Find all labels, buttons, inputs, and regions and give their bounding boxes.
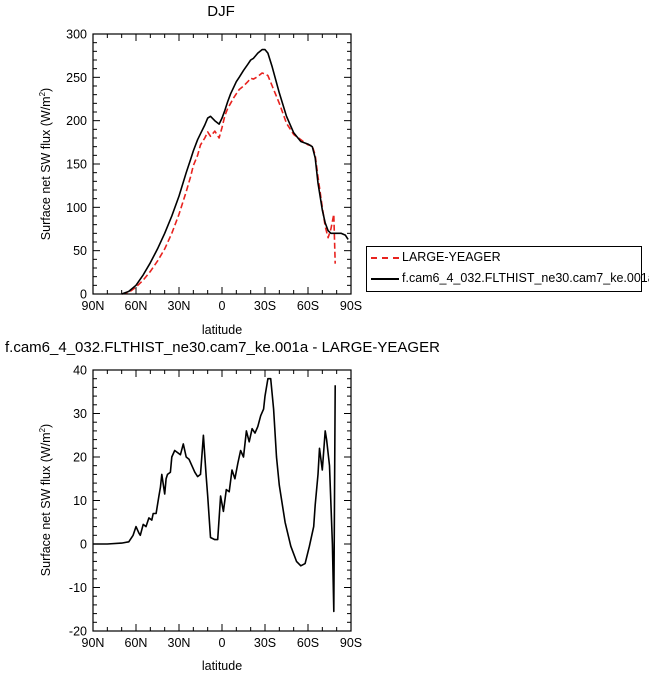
y-tick-label: 10 [73, 494, 87, 508]
x-tick-label: 60S [297, 636, 319, 650]
legend-label: f.cam6_4_032.FLTHIST_ne30.cam7_ke.001a [402, 271, 649, 285]
y-tick-label: 250 [66, 71, 87, 85]
plot-frame [92, 33, 352, 295]
legend-swatch-dashed-red [371, 257, 399, 259]
y-tick-label: 100 [66, 201, 87, 215]
y-tick-label: 0 [80, 288, 87, 302]
x-tick-label: 90S [340, 299, 362, 313]
x-tick-label: 30S [254, 299, 276, 313]
series-line-0 [93, 377, 336, 613]
legend-swatch-solid-black [371, 278, 399, 280]
y-axis-ticks: 0 50 100 150 200 250 300 [66, 28, 351, 302]
legend-label: LARGE-YEAGER [402, 250, 501, 264]
x-axis-label: latitude [202, 659, 242, 673]
y-tick-label: 300 [66, 28, 87, 42]
chart-panel-top: DJF 90N 60N 30N 0 30S 60S 90S 0 50 100 150 200 250 3… [38, 3, 362, 337]
y-tick-label: -10 [69, 581, 87, 595]
series-line-1 [121, 48, 349, 295]
x-tick-label: 90S [340, 636, 362, 650]
y-axis-label: Surface net SW flux (W/m2) [38, 424, 53, 576]
x-tick-label: 0 [219, 636, 226, 650]
x-tick-label: 60N [125, 299, 148, 313]
x-axis-ticks: 90N 60N 30N 0 30S 60S 90S [82, 370, 362, 650]
y-tick-label: 200 [66, 114, 87, 128]
y-axis-label: Surface net SW flux (W/m2) [38, 88, 53, 240]
x-tick-label: 60S [297, 299, 319, 313]
chart-title: f.cam6_4_032.FLTHIST_ne30.cam7_ke.001a -… [5, 339, 440, 356]
series-line-0 [121, 72, 336, 295]
x-tick-label: 90N [82, 299, 105, 313]
y-axis-ticks: -20 -10 0 10 20 30 40 [69, 364, 351, 639]
y-tick-label: 30 [73, 407, 87, 421]
legend: LARGE-YEAGER f.cam6_4_032.FLTHIST_ne30.c… [366, 246, 649, 292]
plot-lines [93, 377, 336, 613]
x-tick-label: 30S [254, 636, 276, 650]
y-tick-label: -20 [69, 625, 87, 639]
x-tick-label: 30N [168, 299, 191, 313]
x-tick-label: 0 [219, 299, 226, 313]
legend-item-cam6: f.cam6_4_032.FLTHIST_ne30.cam7_ke.001a [367, 269, 649, 289]
chart-panel-bottom: f.cam6_4_032.FLTHIST_ne30.cam7_ke.001a -… [5, 339, 440, 673]
y-tick-label: 20 [73, 451, 87, 465]
x-tick-label: 60N [125, 636, 148, 650]
plot-lines [121, 48, 349, 295]
legend-item-large-yeager: LARGE-YEAGER [367, 248, 641, 268]
x-tick-label: 30N [168, 636, 191, 650]
y-tick-label: 40 [73, 364, 87, 378]
chart-title: DJF [207, 3, 235, 20]
x-axis-label: latitude [202, 323, 242, 337]
y-tick-label: 0 [80, 538, 87, 552]
y-tick-label: 50 [73, 244, 87, 258]
x-axis-ticks: 90N 60N 30N 0 30S 60S 90S [82, 34, 362, 313]
x-tick-label: 90N [82, 636, 105, 650]
y-tick-label: 150 [66, 158, 87, 172]
